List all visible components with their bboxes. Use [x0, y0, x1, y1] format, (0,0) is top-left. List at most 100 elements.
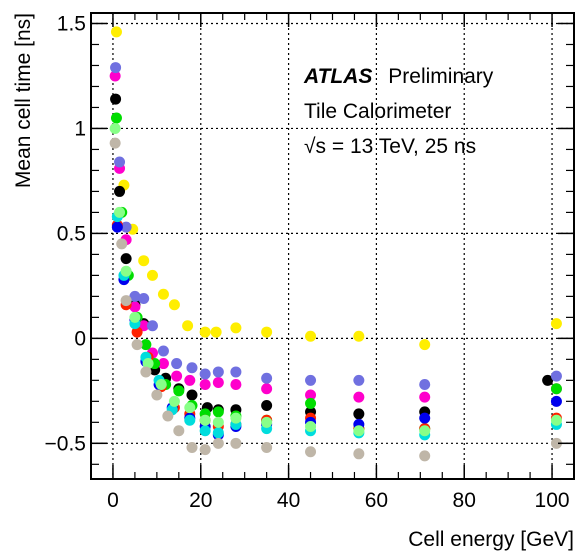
data-point — [353, 425, 365, 437]
data-point — [157, 358, 169, 370]
data-point — [184, 414, 196, 426]
tick-labels: 0 20 40 60 80 100 −0.5 0 0.5 1 1.5 — [45, 12, 570, 512]
data-point — [212, 427, 224, 439]
data-point — [419, 412, 431, 424]
data-point — [261, 442, 273, 454]
data-point — [110, 112, 122, 124]
data-point — [142, 358, 154, 370]
data-point — [114, 156, 126, 168]
data-point — [212, 437, 224, 449]
data-point — [550, 370, 562, 382]
data-point — [116, 238, 128, 250]
data-point — [186, 362, 198, 374]
atlas-label: ATLAS Preliminary — [303, 65, 494, 88]
data-point — [162, 410, 174, 422]
data-point — [171, 358, 183, 370]
energy-prefix: √s — [304, 135, 326, 158]
y-tick-label: 0.5 — [57, 222, 86, 245]
data-point — [171, 370, 183, 382]
data-point — [230, 322, 242, 334]
data-point — [146, 269, 158, 281]
x-tick-label: 40 — [277, 489, 300, 512]
data-point — [230, 412, 242, 424]
data-point — [120, 253, 132, 265]
data-point — [168, 299, 180, 311]
data-point — [353, 448, 365, 460]
atlas-status: Preliminary — [388, 65, 494, 88]
data-point — [140, 366, 152, 378]
data-point — [419, 391, 431, 403]
data-point — [261, 416, 273, 428]
data-point — [199, 368, 211, 380]
data-point — [305, 374, 317, 386]
data-point — [261, 383, 273, 395]
data-point — [138, 255, 150, 267]
data-point — [138, 292, 150, 304]
data-point — [173, 385, 185, 397]
data-point — [261, 372, 273, 384]
data-point — [199, 425, 211, 437]
y-tick-label: 0 — [74, 327, 86, 350]
data-point — [210, 326, 222, 338]
data-point — [129, 290, 141, 302]
data-point — [230, 366, 242, 378]
data-point — [353, 374, 365, 386]
data-point — [168, 395, 180, 407]
energy-label: √s = 13 TeV, 25 ns — [304, 135, 476, 158]
data-point — [353, 391, 365, 403]
data-point — [212, 376, 224, 388]
data-point — [109, 70, 121, 82]
x-axis-title: Cell energy [GeV] — [408, 528, 574, 551]
data-point — [110, 93, 122, 105]
data-point — [550, 414, 562, 426]
data-point — [199, 444, 211, 456]
x-tick-label: 0 — [107, 489, 119, 512]
data-point — [199, 326, 211, 338]
data-point — [186, 389, 198, 401]
y-tick-label: 1.5 — [57, 12, 86, 35]
atlas-label-bold: ATLAS — [303, 65, 372, 88]
data-point — [212, 416, 224, 428]
data-point — [305, 397, 317, 409]
x-tick-label: 60 — [365, 489, 388, 512]
data-point — [186, 442, 198, 454]
data-point — [155, 379, 167, 391]
data-point — [305, 389, 317, 401]
x-tick-label: 20 — [189, 489, 212, 512]
grid-lines — [91, 13, 574, 479]
data-point — [131, 339, 143, 351]
data-point — [109, 137, 121, 149]
data-point — [261, 400, 273, 412]
data-point — [114, 206, 126, 218]
data-point — [129, 301, 141, 313]
data-point — [550, 437, 562, 449]
data-point — [184, 402, 196, 414]
y-tick-label: −0.5 — [45, 432, 86, 455]
data-point — [550, 383, 562, 395]
energy-rest: = 13 TeV, 25 ns — [326, 135, 476, 158]
data-point — [110, 26, 122, 38]
data-point — [151, 389, 163, 401]
data-point — [261, 326, 273, 338]
x-tick-label: 100 — [535, 489, 570, 512]
data-point — [157, 345, 169, 357]
data-point — [146, 320, 158, 332]
data-point — [305, 330, 317, 342]
x-tick-label: 80 — [453, 489, 476, 512]
data-point — [157, 288, 169, 300]
data-point — [120, 295, 132, 307]
data-point — [550, 318, 562, 330]
data-point — [353, 408, 365, 420]
data-point — [120, 221, 132, 233]
data-point — [230, 437, 242, 449]
data-point — [110, 62, 122, 74]
data-point — [230, 379, 242, 391]
data-point — [305, 421, 317, 433]
data-point — [419, 450, 431, 462]
data-point — [114, 185, 126, 197]
data-point — [184, 374, 196, 386]
data-point — [120, 265, 132, 277]
data-point — [173, 425, 185, 437]
data-point — [353, 330, 365, 342]
